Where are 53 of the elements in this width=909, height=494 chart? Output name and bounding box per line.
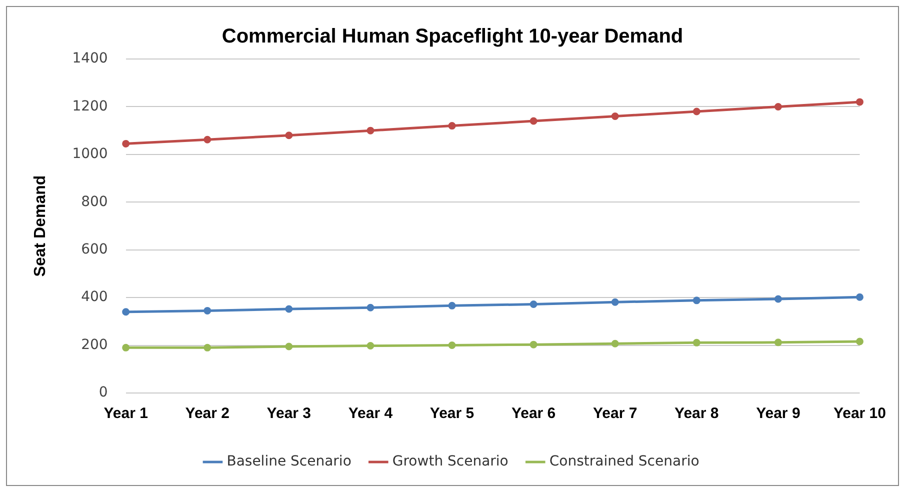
- point: [366, 304, 374, 312]
- y-tick-label: 800: [81, 194, 108, 210]
- point: [366, 126, 374, 134]
- x-tick-label: Year 5: [430, 405, 474, 422]
- point: [448, 342, 456, 350]
- point: [692, 108, 700, 116]
- point: [366, 342, 374, 350]
- point: [774, 102, 782, 110]
- point: [122, 344, 130, 352]
- legend-label: Baseline Scenario: [226, 454, 352, 470]
- point: [122, 308, 130, 316]
- point: [856, 293, 864, 301]
- x-tick-label: Year 9: [756, 405, 800, 422]
- y-tick-label: 1400: [72, 50, 108, 67]
- point: [692, 296, 700, 304]
- point: [856, 98, 864, 106]
- point: [692, 338, 700, 346]
- x-tick-label: Year 8: [674, 405, 719, 422]
- y-tick-label: 600: [81, 242, 108, 258]
- y-tick-label: 400: [81, 289, 108, 306]
- point: [204, 306, 212, 314]
- point: [530, 300, 538, 308]
- x-tick-label: Year 4: [348, 405, 394, 422]
- y-tick-label: 1200: [72, 98, 108, 114]
- point: [122, 140, 130, 148]
- point: [611, 298, 619, 306]
- point: [448, 302, 456, 310]
- point: [856, 338, 864, 346]
- point: [611, 112, 619, 120]
- point: [204, 344, 212, 352]
- legend-label: Growth Scenario: [392, 454, 508, 470]
- point: [285, 342, 293, 350]
- point: [204, 136, 212, 144]
- legend-label: Constrained Scenario: [549, 454, 700, 470]
- x-tick-label: Year 2: [185, 405, 230, 422]
- y-tick-label: 0: [98, 384, 108, 401]
- x-tick-label: Year 1: [104, 405, 148, 422]
- point: [448, 122, 456, 130]
- point: [530, 117, 538, 125]
- x-tick-label: Year 10: [833, 405, 886, 422]
- point: [285, 305, 293, 313]
- point: [530, 340, 538, 348]
- x-tick-label: Year 3: [266, 405, 312, 422]
- point: [611, 340, 619, 348]
- y-tick-label: 200: [81, 336, 108, 353]
- x-tick-label: Year 6: [511, 405, 556, 422]
- chart-title: Commercial Human Spaceflight 10-year Demand: [222, 26, 684, 48]
- point: [774, 338, 782, 346]
- y-tick-label: 1000: [72, 146, 108, 162]
- point: [774, 295, 782, 303]
- x-tick-label: Year 7: [592, 405, 638, 422]
- y-axis-title: Seat Demand: [32, 175, 50, 277]
- point: [285, 132, 293, 140]
